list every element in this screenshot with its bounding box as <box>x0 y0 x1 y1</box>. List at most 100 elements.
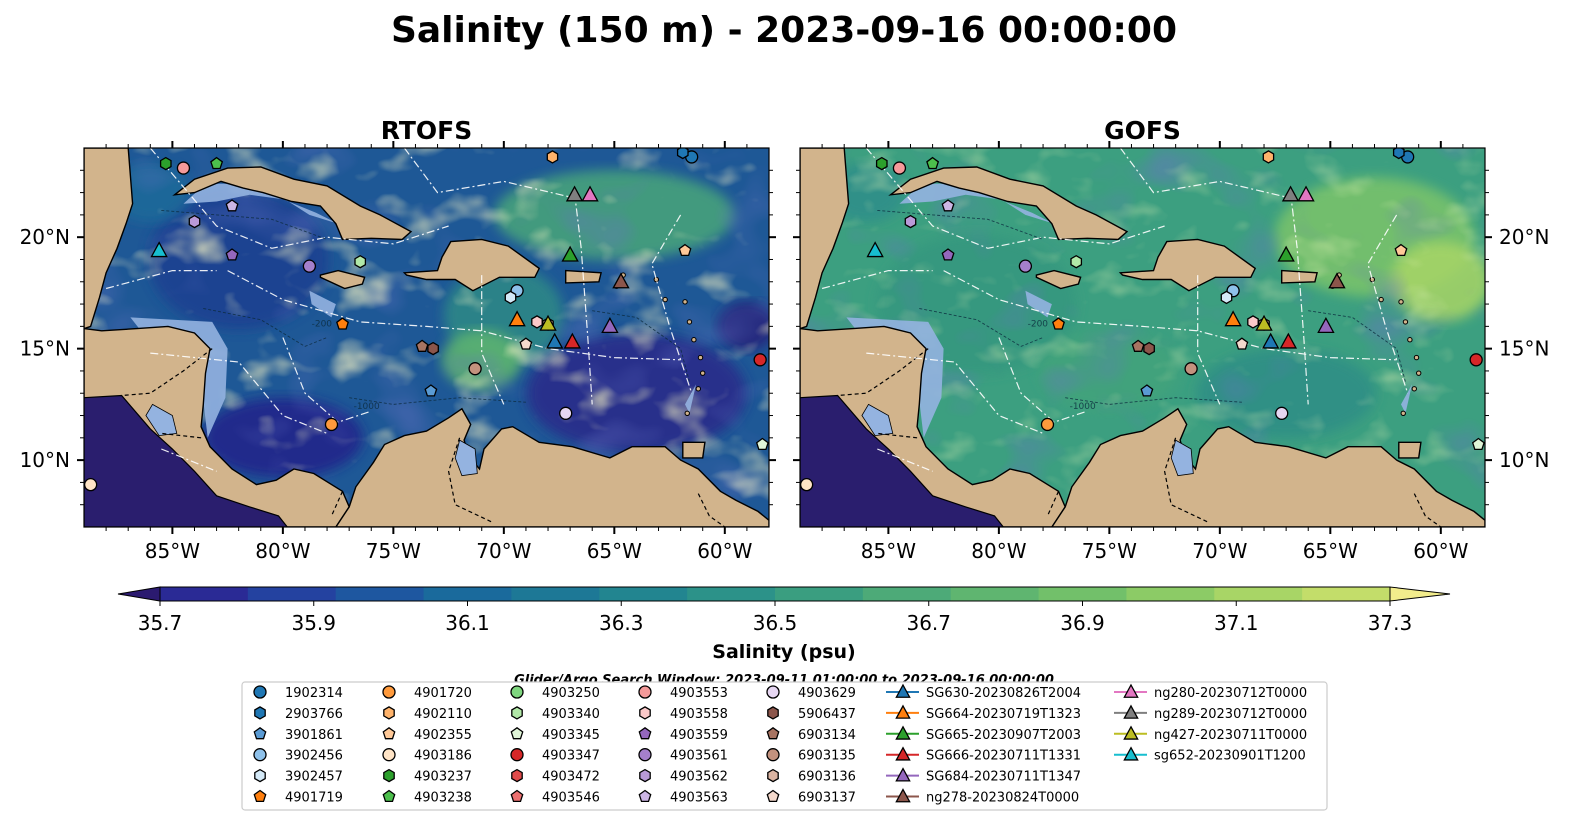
eez-boundary <box>1289 192 1309 405</box>
lake <box>454 439 478 477</box>
legend-item: 3902456 <box>253 748 343 764</box>
land-cuba <box>888 166 1129 241</box>
legend-label: 4901720 <box>414 686 472 701</box>
legend-marker <box>383 768 395 783</box>
legend-marker <box>510 685 524 699</box>
legend-label: 4901719 <box>285 791 343 806</box>
island <box>686 319 693 325</box>
panel-title: RTOFS <box>381 116 473 145</box>
legend-label: SG665-20230907T2003 <box>926 728 1081 743</box>
eez-boundary <box>943 270 1397 361</box>
legend-label: ng289-20230712T0000 <box>1154 707 1307 722</box>
colorbar-segment <box>775 587 864 601</box>
island <box>1411 386 1417 392</box>
island <box>1407 337 1413 343</box>
legend-item: 4903345 <box>510 726 600 743</box>
legend-label: 6903134 <box>798 728 856 743</box>
legend-label: 6903136 <box>798 770 856 785</box>
land-yucatan <box>800 148 850 330</box>
lon-tick-label: 85°W <box>145 539 200 563</box>
obs-marker <box>906 148 907 149</box>
legend-marker <box>382 726 396 740</box>
obs-marker <box>892 161 907 175</box>
legend-marker <box>253 789 267 803</box>
legend-label: 3902456 <box>285 749 343 764</box>
obs-marker <box>1040 417 1055 432</box>
legend-item: 4901719 <box>253 789 343 806</box>
legend-marker <box>382 748 396 762</box>
lon-tick-label: 65°W <box>1303 539 1358 563</box>
obs-marker <box>190 148 191 149</box>
lon-tick-label: 80°W <box>971 539 1026 563</box>
obs-marker <box>926 156 940 170</box>
island <box>1402 319 1409 325</box>
colorbar-tick-label: 36.1 <box>445 611 490 635</box>
legend-item: 4903238 <box>382 789 472 806</box>
legend-item: SG665-20230907T2003 <box>886 725 1081 743</box>
obs-marker <box>159 156 172 171</box>
island <box>697 354 704 361</box>
legend-label: 4903562 <box>670 770 728 785</box>
colorbar-tick-label: 36.3 <box>599 611 644 635</box>
legend-label: 4903345 <box>542 728 600 743</box>
legend-label: 4903237 <box>414 770 472 785</box>
land-jamaica <box>319 269 366 290</box>
obs-marker <box>1143 341 1155 356</box>
legend-box <box>241 681 1328 811</box>
map-frame <box>83 147 770 528</box>
legend-marker <box>767 768 779 783</box>
legend-item: 4903472 <box>511 768 600 785</box>
legend-item: 4903250 <box>510 685 600 701</box>
island <box>1416 370 1422 376</box>
colorbar-segment <box>247 587 337 601</box>
obs-marker <box>504 290 517 305</box>
obs-marker <box>225 199 239 212</box>
lon-tick-label: 75°W <box>1082 539 1137 563</box>
obs-marker <box>941 248 955 261</box>
lake <box>145 403 178 437</box>
eez-boundary <box>821 270 933 290</box>
colorbar-tick-label: 35.9 <box>291 611 336 635</box>
obs-marker <box>1279 332 1298 349</box>
colorbar-extend-high <box>1389 586 1451 602</box>
legend-marker <box>382 685 396 699</box>
legend-label: 6903135 <box>798 749 856 764</box>
legend-marker <box>895 767 911 782</box>
obs-marker <box>1184 362 1198 376</box>
shallow-shelf <box>1025 290 1052 318</box>
legend-item: 4903629 <box>766 685 856 701</box>
colorbar-tick-label: 37.3 <box>1368 611 1413 635</box>
colorbar-label: Salinity (psu) <box>712 641 855 663</box>
legend-marker <box>638 748 652 762</box>
obs-marker <box>354 254 367 269</box>
colorbar-tick-label: 36.9 <box>1060 611 1105 635</box>
island <box>682 299 688 305</box>
obs-marker <box>1070 254 1083 269</box>
land-jamaica <box>1035 269 1082 290</box>
eez-boundary <box>227 270 681 361</box>
lat-tick-label: 10°N <box>20 448 70 472</box>
obs-marker <box>225 248 239 261</box>
obs-marker <box>1131 339 1145 352</box>
obs-marker <box>1317 316 1335 334</box>
legend-label: 3901861 <box>285 728 343 743</box>
colorbar-extend-low <box>117 586 161 602</box>
lon-tick-label: 85°W <box>861 539 916 563</box>
eez-boundary <box>651 214 693 394</box>
legend-marker <box>895 683 911 698</box>
colorbar-segment <box>950 587 1040 601</box>
legend-item: ng280-20230712T0000 <box>1114 683 1307 701</box>
eez-boundary <box>877 448 933 472</box>
obs-marker <box>539 314 557 331</box>
legend-item: 4902110 <box>383 706 472 722</box>
obs-marker <box>755 437 769 451</box>
legend-label: 4903546 <box>542 791 600 806</box>
lon-tick-label: 60°W <box>1413 539 1468 563</box>
legend-label: 4903472 <box>542 770 600 785</box>
legend-item: 4903562 <box>639 768 728 785</box>
legend-marker <box>1123 725 1139 740</box>
legend-marker <box>638 685 652 699</box>
legend-marker <box>254 706 266 720</box>
obs-marker <box>678 243 692 257</box>
land-southAm <box>335 407 769 527</box>
